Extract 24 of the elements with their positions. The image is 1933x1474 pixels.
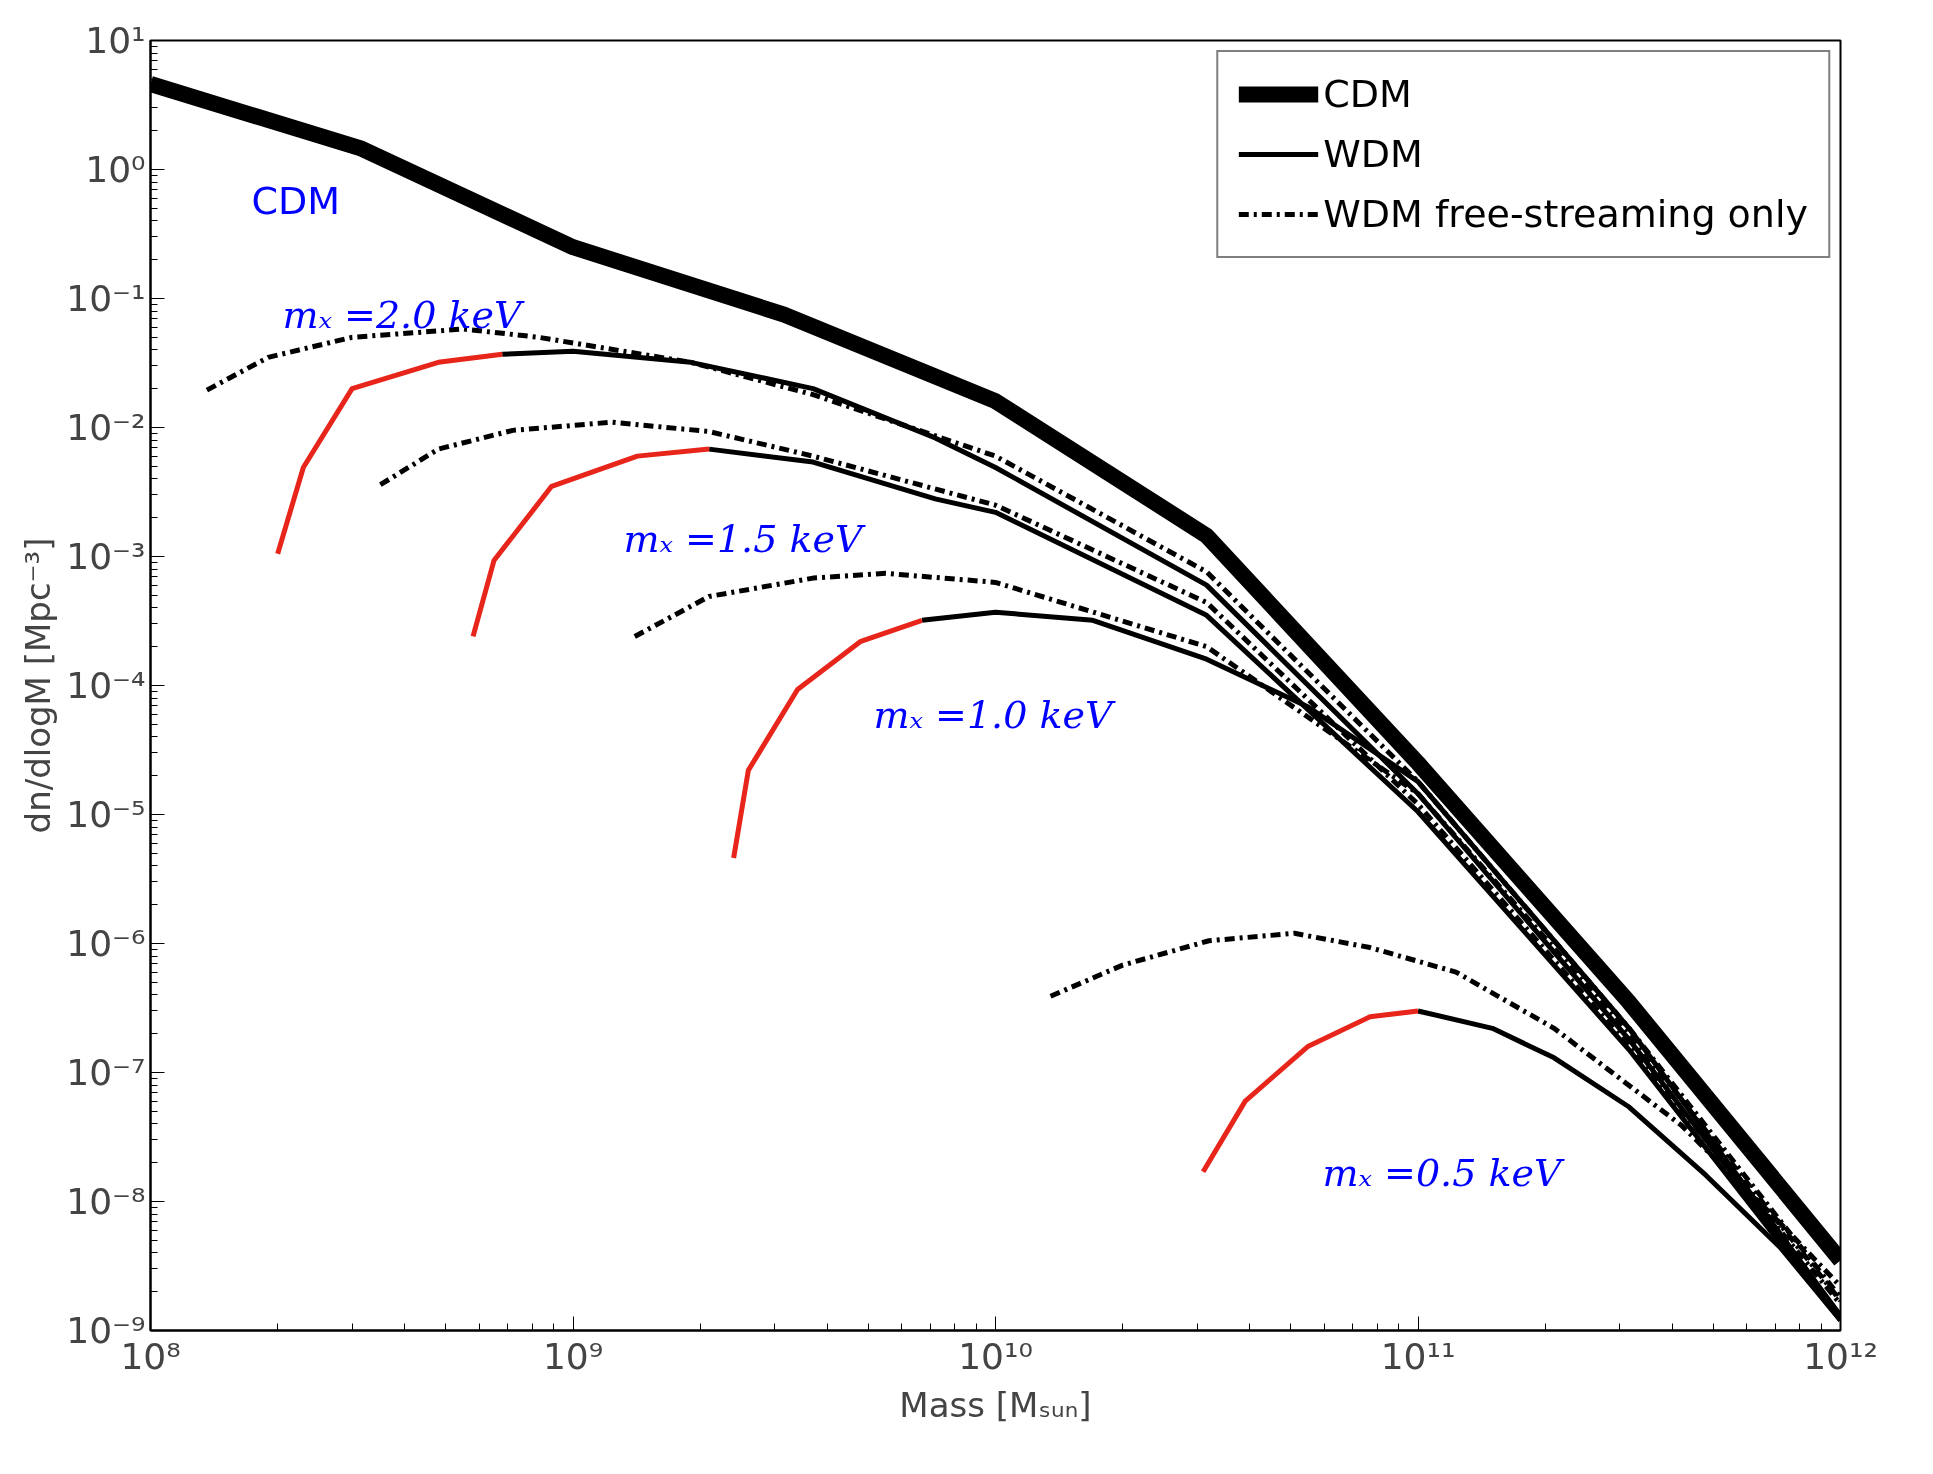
x-tick-label: 10⁹ [542, 1335, 604, 1377]
annotation: mₓ =1.0 keV [873, 692, 1116, 737]
y-tick-label: 10⁻⁸ [66, 1181, 146, 1222]
x-tick-label: 10¹² [1803, 1335, 1878, 1377]
y-tick-label: 10⁻⁴ [66, 665, 146, 706]
x-tick-label: 10¹⁰ [958, 1335, 1033, 1377]
annotation: mₓ =1.5 keV [623, 516, 866, 561]
y-tick-label: 10⁻² [66, 407, 146, 448]
y-tick-label: 10⁻¹ [66, 278, 146, 319]
y-tick-label: 10⁻⁵ [66, 794, 146, 835]
y-tick-label: 10⁰ [85, 149, 146, 190]
y-axis-title: dn/dlogM [Mpc⁻³] [18, 537, 59, 834]
legend-label: WDM [1323, 132, 1423, 176]
y-tick-label: 10⁻³ [66, 536, 146, 577]
legend-label: CDM [1323, 72, 1412, 116]
y-tick-label: 10⁻⁷ [66, 1052, 146, 1093]
x-axis-title: Mass [Mₛᵤₙ] [899, 1384, 1092, 1425]
legend-label: WDM free-streaming only [1323, 192, 1808, 236]
annotation: mₓ =2.0 keV [282, 292, 525, 337]
annotation: mₓ =0.5 keV [1322, 1150, 1565, 1195]
y-tick-label: 10⁻⁶ [66, 923, 146, 964]
x-tick-label: 10¹¹ [1380, 1335, 1456, 1377]
y-tick-label: 10¹ [85, 20, 146, 61]
annotation: CDM [251, 178, 341, 223]
